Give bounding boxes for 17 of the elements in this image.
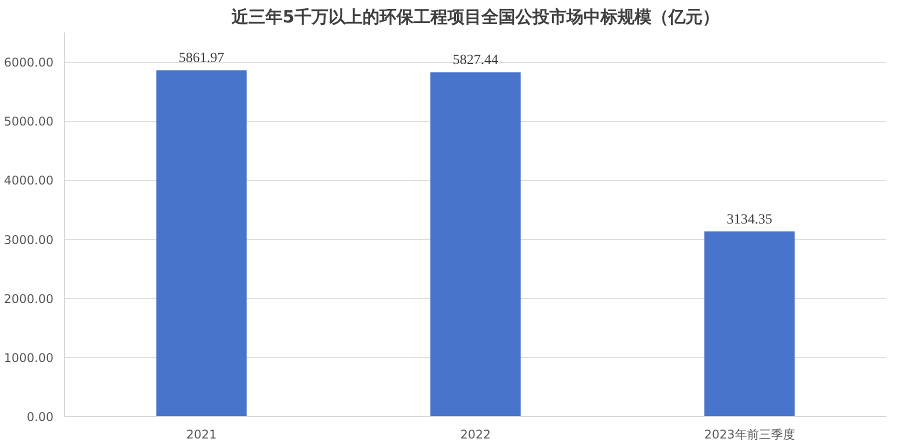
- x-tick-label: 2022: [460, 428, 491, 442]
- y-tick-label: 5000.00: [4, 114, 54, 129]
- y-tick-label: 3000.00: [4, 232, 54, 247]
- bar: [704, 231, 795, 416]
- data-label: 5827.44: [452, 53, 498, 68]
- chart-title: 近三年5千万以上的环保工程项目全国公投市场中标规模（亿元）: [230, 8, 720, 28]
- y-tick-label: 0.00: [26, 410, 54, 424]
- y-tick-label: 2000.00: [4, 292, 54, 306]
- data-label: 3134.35: [726, 212, 772, 228]
- y-tick-label: 4000.00: [4, 174, 54, 188]
- x-tick-label: 2021: [186, 428, 217, 442]
- bar: [430, 72, 521, 416]
- x-tick-label: 2023年前三季度: [704, 428, 795, 442]
- y-tick-label: 1000.00: [4, 350, 54, 365]
- y-tick-label: 6000.00: [4, 56, 54, 70]
- bar: [156, 70, 247, 416]
- data-label: 5861.97: [178, 51, 224, 66]
